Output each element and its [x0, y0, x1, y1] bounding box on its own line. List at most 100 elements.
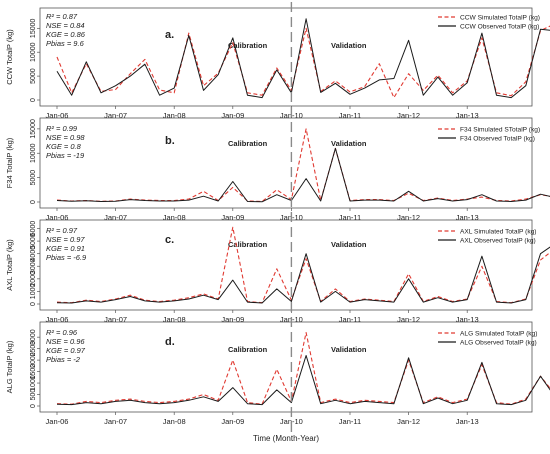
panel-c-calibration-label: Calibration: [228, 240, 268, 249]
panel-c-frame: [39, 219, 533, 311]
panel-d-plot: Jan-06 Jan-07 Jan-08 Jan-09 Jan-10 Jan-11 Jan-…: [30, 329, 550, 426]
y-tick-label: 6000: [30, 221, 37, 237]
x-tick-label: Jan-12: [397, 417, 420, 426]
panel-b-label: b.: [165, 135, 175, 147]
observed-series-line: [56, 18, 550, 99]
panel-c-validation-label: Validation: [331, 240, 367, 249]
stat-pbias: Pbias = 9.6: [46, 39, 85, 48]
stat-pbias: Pbias = -19: [46, 151, 85, 160]
y-tick-label: 0: [30, 200, 37, 204]
panel-b-validation-label: Validation: [331, 139, 367, 148]
x-tick-label: Jan-11: [339, 213, 361, 222]
stat-r2: R² = 0.97: [46, 226, 78, 235]
legend-simulated-label: F34 Simulated STotalP (kg): [460, 127, 540, 134]
panel-d-legend: ALG Simulated TotalP (kg) ALG Observed T…: [438, 331, 537, 347]
panel-a-stats: R² = 0.87 NSE = 0.84 KGE = 0.86 Pbias = …: [46, 12, 86, 48]
x-tick-label: Jan-13: [456, 315, 479, 324]
panel-a-frame: [39, 7, 533, 107]
x-tick-label: Jan-12: [397, 315, 420, 324]
x-tick-label: Jan-09: [221, 417, 244, 426]
x-axis-label: Time (Month-Year): [253, 434, 319, 443]
panel-d-label: d.: [165, 336, 175, 348]
panel-c-legend: AXL Simulated TotalP (kg) AXL Observed T…: [438, 229, 536, 245]
x-tick-label: Jan-08: [163, 111, 186, 120]
y-tick-label: 5000: [30, 233, 37, 249]
x-tick-label: Jan-06: [46, 315, 69, 324]
observed-series-line: [56, 355, 550, 406]
x-tick-label: Jan-08: [163, 417, 186, 426]
legend-observed-label: F34 Observed TotalP (kg): [460, 136, 535, 143]
panel-a-plot: Jan-06Jan-07Jan-08Jan-09Jan-10Jan-11Jan-…: [30, 18, 550, 120]
panel-d-calibration-label: Calibration: [228, 345, 268, 354]
y-tick-label: 1500: [30, 364, 37, 380]
x-tick-label: Jan-07: [104, 417, 127, 426]
x-tick-label: Jan-06: [46, 213, 69, 222]
x-tick-label: Jan-09: [221, 111, 244, 120]
y-tick-label: 1000: [30, 375, 37, 391]
legend-observed-label: AXL Observed TotalP (kg): [460, 238, 536, 245]
stat-kge: KGE = 0.97: [46, 346, 86, 355]
y-tick-label: 10000: [30, 143, 37, 163]
y-tick-label: 2000: [30, 271, 37, 287]
x-tick-label: Jan-09: [221, 213, 244, 222]
y-tick-label: 0: [30, 98, 37, 102]
stat-pbias: Pbias = -2: [46, 355, 81, 364]
x-tick-label: Jan-07: [104, 111, 127, 120]
panel-b-frame: [39, 117, 533, 209]
y-tick-label: 0: [30, 404, 37, 408]
panel-a-ylabel: CCW TotalP (kg): [5, 29, 14, 85]
panel-b-ylabel: F34 TotalP (kg): [5, 137, 14, 188]
stat-r2: R² = 0.96: [46, 328, 78, 337]
y-tick-label: 3000: [30, 329, 37, 345]
legend-observed-label: CCW Observed TotalP (kg): [460, 24, 539, 31]
y-tick-label: 2000: [30, 352, 37, 368]
panel-b-stats: R² = 0.99 NSE = 0.98 KGE = 0.8 Pbias = -…: [46, 124, 85, 160]
chart-marks: Jan-06 Jan-07 Jan-08 Jan-09 Jan-10 Jan-11 Jan-…: [30, 2, 550, 432]
x-tick-label: Jan-07: [104, 213, 127, 222]
observed-series-line: [56, 246, 550, 304]
y-tick-label: 0: [30, 302, 37, 306]
panel-c-label: c.: [165, 234, 174, 246]
stat-r2: R² = 0.99: [46, 124, 78, 133]
simulated-series-line: [56, 332, 550, 405]
y-tick-label: 1000: [30, 284, 37, 300]
panel-c-plot: Jan-06Jan-07Jan-08Jan-09Jan-10Jan-11Jan-…: [30, 221, 550, 324]
legend-observed-label: ALG Observed TotalP (kg): [460, 340, 537, 347]
stat-pbias: Pbias = -6.9: [46, 253, 87, 262]
stat-kge: KGE = 0.8: [46, 142, 82, 151]
panel-d-stats: R² = 0.96 NSE = 0.96 KGE = 0.97 Pbias = …: [46, 328, 86, 364]
y-tick-label: 5000: [30, 68, 37, 84]
y-tick-label: 4000: [30, 246, 37, 262]
panel-c-stats: R² = 0.97 NSE = 0.97 KGE = 0.91 Pbias = …: [46, 226, 87, 262]
stat-nse: NSE = 0.84: [46, 21, 85, 30]
panel-a-calibration-label: Calibration: [228, 41, 268, 50]
x-tick-label: Jan-08: [163, 213, 186, 222]
stat-kge: KGE = 0.86: [46, 30, 86, 39]
x-tick-label: Jan-11: [339, 315, 361, 324]
panel-d-ylabel: ALG TotalP (kg): [5, 340, 14, 393]
x-tick-label: Jan-06: [46, 111, 69, 120]
stat-r2: R² = 0.87: [46, 12, 78, 21]
y-tick-label: 3000: [30, 258, 37, 274]
y-tick-label: 2500: [30, 341, 37, 357]
panel-a-legend: CCW Simulated TotalP (kg) CCW Observed T…: [438, 15, 540, 31]
x-tick-label: Jan-09: [221, 315, 244, 324]
panel-a-label: a.: [165, 29, 174, 41]
simulated-series-line: [56, 226, 550, 304]
panel-d-validation-label: Validation: [331, 345, 367, 354]
x-tick-label: Jan-13: [456, 417, 479, 426]
panel-a-validation-label: Validation: [331, 41, 367, 50]
panel-c-ylabel: AXL TotalP (kg): [5, 239, 14, 291]
panel-b-calibration-label: Calibration: [228, 139, 268, 148]
legend-simulated-label: CCW Simulated TotalP (kg): [460, 15, 540, 22]
y-tick-label: 10000: [30, 42, 37, 62]
observed-series-line: [56, 147, 550, 203]
x-tick-label: Jan-12: [397, 111, 420, 120]
x-tick-label: Jan-07: [104, 315, 127, 324]
x-tick-label: Jan-13: [456, 213, 479, 222]
x-tick-label: Jan-06: [46, 417, 69, 426]
x-tick-label: Jan-12: [397, 213, 420, 222]
panel-b-plot: Jan-06Jan-07Jan-08Jan-09Jan-10Jan-11Jan-…: [30, 119, 550, 222]
simulated-series-line: [56, 25, 550, 99]
